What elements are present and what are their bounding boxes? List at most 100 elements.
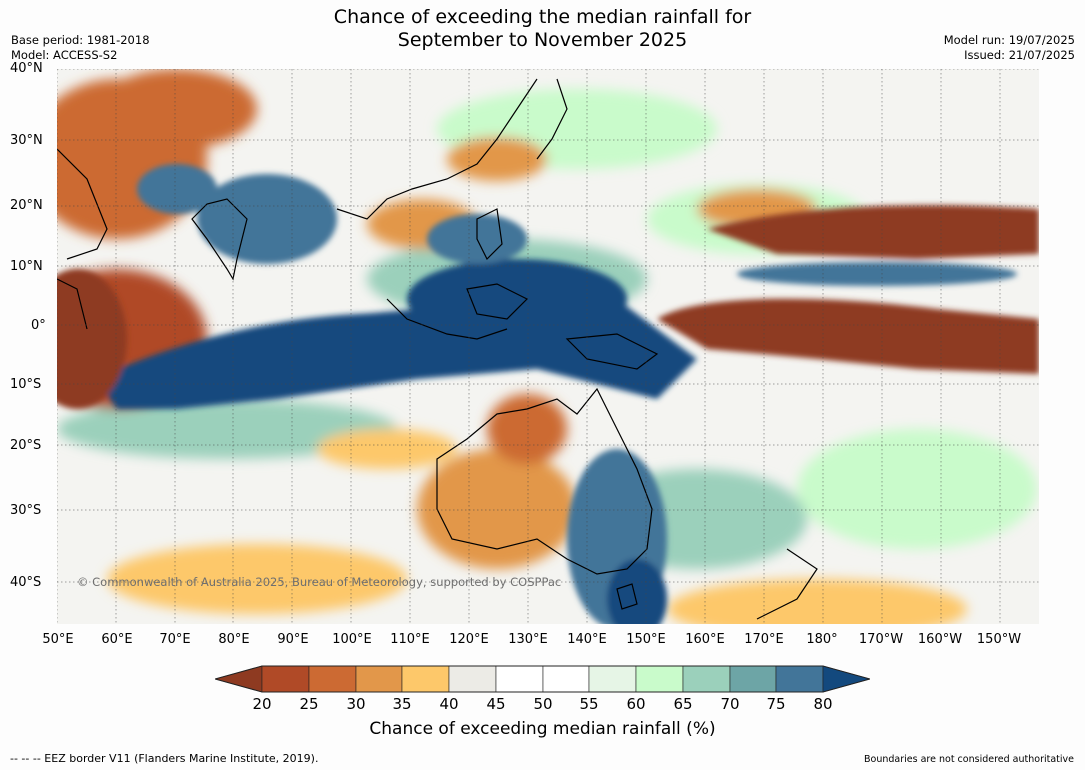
colorbar-tick-55: 55	[579, 695, 599, 713]
boundaries-disclaimer: Boundaries are not considered authoritat…	[864, 754, 1074, 765]
lat-label-40n: 40°N	[10, 61, 43, 76]
colorbar-segment-40-45	[448, 665, 497, 693]
philippines-coastline	[476, 208, 503, 261]
colorbar-segment-50-55	[542, 665, 590, 693]
lon-label-130e: 130°E	[508, 632, 548, 647]
colorbar-segment-30-35	[355, 665, 403, 693]
lon-label-80e: 80°E	[218, 632, 250, 647]
lon-label-110e: 110°E	[390, 632, 430, 647]
lon-label-160e: 160°E	[685, 632, 725, 647]
lat-label-20s: 20°S	[10, 438, 42, 453]
colorbar	[215, 665, 870, 693]
region-indian-ocean-dry-patch	[317, 429, 457, 469]
region-north-pacific-dry-band	[707, 205, 1039, 259]
lon-label-150w: 150°W	[976, 632, 1022, 647]
strong-anomaly-layer	[57, 164, 1039, 624]
japan-coastline	[536, 78, 568, 160]
colorbar-segment-75-80	[775, 665, 824, 693]
region-east-china-dry	[447, 137, 547, 181]
model-run-date: Model run: 19/07/2025	[943, 33, 1075, 47]
lat-label-equator: 0°	[31, 318, 46, 333]
lon-label-50e: 50°E	[42, 632, 74, 647]
region-india-wet	[197, 174, 337, 264]
issued-date: Issued: 21/07/2025	[964, 48, 1075, 62]
colorbar-segment-60-65	[635, 665, 684, 693]
coastlines	[57, 78, 818, 620]
tasmania-coastline	[616, 583, 638, 610]
colorbar-title: Chance of exceeding median rainfall (%)	[369, 719, 716, 739]
lon-label-70e: 70°E	[159, 632, 191, 647]
colorbar-high-arrow	[822, 665, 870, 693]
colorbar-segment-25-30	[308, 665, 357, 693]
colorbar-tick-60: 60	[626, 695, 646, 713]
region-somalia-dry	[57, 269, 127, 409]
colorbar-segment-70-75	[729, 665, 777, 693]
map-title: Chance of exceeding the median rainfall …	[0, 6, 1085, 52]
colorbar-segment-45-50	[495, 665, 544, 693]
region-indian-ocean-moist	[57, 399, 397, 459]
eez-border-note: -- -- -- EEZ border V11 (Flanders Marine…	[10, 752, 319, 765]
region-southern-ocean-dry	[107, 544, 407, 614]
lat-label-40s: 40°S	[10, 575, 42, 590]
model-info: Base period: 1981-2018 Model: ACCESS-S2	[11, 33, 150, 63]
lat-label-20n: 20°N	[10, 198, 43, 213]
title-line-2: September to November 2025	[397, 29, 688, 51]
colorbar-segment-35-40	[401, 665, 450, 693]
region-equatorial-pacific-dry	[657, 298, 1039, 374]
lat-label-10s: 10°S	[10, 377, 42, 392]
lat-label-10n: 10°N	[10, 259, 43, 274]
graticule	[57, 69, 1039, 624]
africa-coastline	[57, 278, 88, 330]
region-pilbara-dry	[487, 394, 567, 464]
east-asia-coastline	[336, 78, 538, 220]
colorbar-tick-40: 40	[439, 695, 459, 713]
region-central-asia-dry	[97, 69, 257, 149]
lon-label-120e: 120°E	[449, 632, 489, 647]
map-canvas	[57, 69, 1039, 624]
colorbar-outline	[215, 665, 870, 693]
lon-label-60e: 60°E	[101, 632, 133, 647]
colorbar-tick-65: 65	[673, 695, 693, 713]
region-south-pacific-dry	[667, 579, 967, 624]
region-maritime-continent-wet	[407, 259, 627, 339]
region-north-pacific-wet-stripe	[737, 262, 1017, 286]
copyright-notice: © Commonwealth of Australia 2025, Bureau…	[77, 575, 562, 589]
rainfall-map	[57, 69, 1039, 624]
colorbar-tick-50: 50	[533, 695, 553, 713]
lon-label-170e: 170°E	[744, 632, 784, 647]
lat-label-30s: 30°S	[10, 503, 42, 518]
lon-label-100e: 100°E	[332, 632, 372, 647]
region-western-australia-dry	[417, 449, 577, 569]
lon-label-150e: 150°E	[626, 632, 666, 647]
colorbar-tick-70: 70	[720, 695, 740, 713]
lon-label-140e: 140°E	[567, 632, 607, 647]
borneo-coastline	[466, 283, 529, 320]
colorbar-segment-65-70	[682, 665, 731, 693]
colorbar-tick-45: 45	[486, 695, 506, 713]
colorbar-segment-55-60	[588, 665, 637, 693]
new-zealand-coastline	[756, 548, 818, 620]
base-period: Base period: 1981-2018	[11, 33, 150, 47]
lat-label-30n: 30°N	[10, 133, 43, 148]
australia-coastline	[436, 387, 653, 575]
lon-label-90e: 90°E	[277, 632, 309, 647]
new-guinea-coastline	[565, 333, 659, 370]
india-coastline	[191, 198, 248, 281]
colorbar-segment-20-25	[261, 665, 310, 693]
lon-label-180: 180°	[806, 632, 838, 647]
region-south-pacific-moist	[797, 429, 1037, 549]
colorbar-tick-30: 30	[346, 695, 366, 713]
sumatra-java-coastline	[386, 298, 508, 340]
region-pakistan-wet	[137, 164, 217, 214]
colorbar-tick-35: 35	[392, 695, 412, 713]
model-name: Model: ACCESS-S2	[11, 48, 118, 62]
arabia-coastline	[57, 148, 108, 260]
run-info: Model run: 19/07/2025 Issued: 21/07/2025	[944, 33, 1075, 63]
colorbar-tick-20: 20	[252, 695, 272, 713]
lon-label-160w: 160°W	[917, 632, 963, 647]
colorbar-low-arrow	[215, 665, 263, 693]
lon-label-170w: 170°W	[858, 632, 904, 647]
colorbar-tick-25: 25	[299, 695, 319, 713]
colorbar-tick-75: 75	[766, 695, 786, 713]
colorbar-tick-80: 80	[813, 695, 833, 713]
